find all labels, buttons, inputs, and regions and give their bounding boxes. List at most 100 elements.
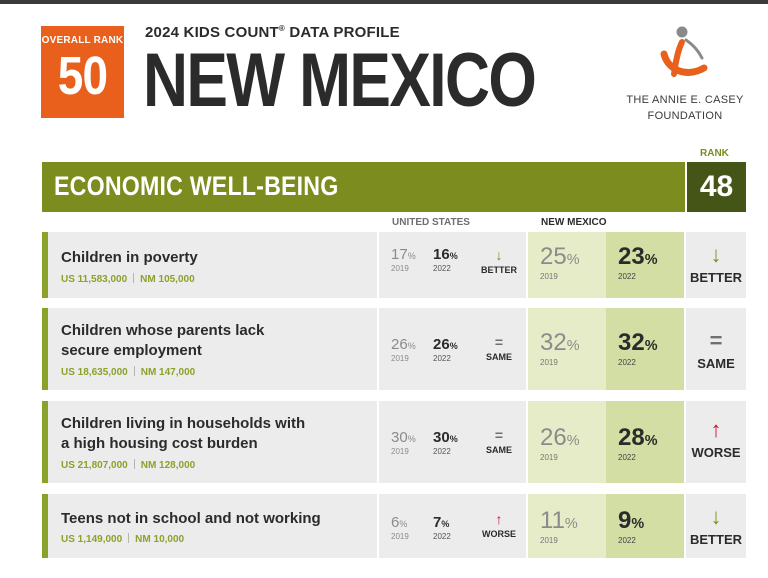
us-value-2022-number: 30: [433, 429, 450, 446]
us-value-2022: 16% 2022: [433, 246, 458, 273]
nm-trend-label: BETTER: [690, 270, 742, 285]
nm-value-2019-cell: 11% 2019: [528, 494, 606, 558]
indicator-row: Children whose parents lack secure employ…: [42, 308, 746, 390]
indicator-counts: US 11,583,000 NM 105,000: [61, 273, 195, 285]
us-value-2019-percent-sign: %: [407, 341, 416, 351]
nm-value-2019-percent: 11%: [540, 507, 578, 535]
us-value-2022: 30% 2022: [433, 429, 458, 456]
nm-trend-arrow-icon: ↓: [710, 504, 722, 529]
nm-value-2022-cell: 23% 2022: [606, 232, 684, 298]
us-trend-arrow-icon: ↓: [495, 247, 503, 263]
us-value-2019-year: 2019: [391, 264, 409, 273]
indicator-title-line: Children whose parents lack: [61, 322, 265, 339]
indicator-title: Children living in households with a high…: [61, 414, 305, 454]
us-values-cell: 6% 2019 7% 2022 ↑ WORSE: [379, 494, 526, 558]
us-value-2022-percent-sign: %: [449, 251, 458, 261]
nm-value-2019-percent: 26%: [540, 424, 580, 452]
nm-value-2022-percent: 23%: [618, 243, 658, 271]
nm-trend-cell: ↓ BETTER: [686, 494, 746, 558]
us-values-cell: 26% 2019 26% 2022 = SAME: [379, 308, 526, 390]
nm-value-2019-year: 2019: [540, 358, 558, 367]
column-header-nm: NEW MEXICO: [541, 217, 607, 228]
indicator-row: Teens not in school and not working US 1,…: [42, 494, 746, 558]
us-value-2019-year: 2019: [391, 532, 409, 541]
nm-count: NM 10,000: [135, 534, 185, 545]
us-value-2022-percent-sign: %: [441, 519, 450, 529]
us-trend-label: SAME: [485, 352, 512, 362]
us-value-2019-percent: 6%: [391, 514, 409, 531]
nm-trend-arrow-icon: =: [709, 328, 723, 353]
indicator-title-line: a high housing cost burden: [61, 435, 258, 452]
nm-count: NM 128,000: [140, 460, 196, 471]
us-count: US 11,583,000: [61, 274, 128, 285]
nm-value-2022: 28% 2022: [618, 424, 658, 462]
indicator-counts: US 1,149,000 NM 10,000: [61, 533, 184, 545]
nm-trend-cell: ↑ WORSE: [686, 401, 746, 483]
indicator-counts: US 18,635,000 NM 147,000: [61, 366, 195, 378]
us-value-2019-percent-sign: %: [399, 519, 408, 529]
us-trend: ↓ BETTER: [477, 248, 521, 275]
column-header-us: UNITED STATES: [392, 217, 470, 228]
row-accent-bar: [42, 232, 48, 298]
nm-value-2019-percent: 32%: [540, 329, 580, 357]
us-value-2022-percent: 30%: [433, 429, 458, 446]
profile-subtitle: 2024 KIDS COUNT® DATA PROFILE: [145, 24, 400, 41]
indicator-title-line: Children living in households with: [61, 415, 306, 432]
indicator-row: Children living in households with a high…: [42, 401, 746, 483]
nm-value-2022-number: 28: [618, 424, 645, 451]
us-value-2019-number: 26: [391, 336, 408, 353]
indicator-row: Children in poverty US 11,583,000 NM 105,0…: [42, 232, 746, 298]
nm-value-2022-cell: 28% 2022: [606, 401, 684, 483]
us-value-2022-number: 16: [433, 246, 450, 263]
casey-foundation-logo-icon: [660, 26, 708, 77]
nm-count: NM 105,000: [140, 274, 195, 285]
us-trend-label: WORSE: [481, 529, 516, 539]
nm-trend: ↑ WORSE: [686, 401, 746, 461]
us-value-2022-year: 2022: [433, 447, 451, 456]
indicator-label-cell: Children whose parents lack secure employ…: [48, 308, 377, 390]
us-trend-arrow-icon: =: [494, 427, 504, 443]
nm-value-2022-number: 23: [618, 243, 645, 270]
nm-value-2022-percent: 28%: [618, 424, 658, 452]
us-value-2019-percent: 26%: [391, 336, 416, 353]
nm-value-2019-cell: 25% 2019: [528, 232, 606, 298]
overall-rank-badge: OVERALL RANK 50: [41, 26, 124, 118]
nm-value-2019-percent-sign: %: [564, 516, 578, 532]
nm-trend-label: BETTER: [690, 532, 742, 547]
top-border: [0, 0, 768, 4]
nm-value-2022: 9% 2022: [618, 507, 644, 545]
us-value-2019: 6% 2019: [391, 514, 409, 541]
nm-value-2022-percent: 9%: [618, 507, 644, 535]
count-divider: [128, 533, 130, 543]
us-value-2022-percent-sign: %: [449, 434, 458, 444]
us-trend-label: BETTER: [481, 265, 517, 275]
count-divider: [133, 459, 135, 469]
indicator-title: Teens not in school and not working: [61, 509, 321, 529]
nm-value-2022-percent-sign: %: [644, 338, 658, 354]
section-rank-label: RANK: [700, 148, 729, 159]
us-values-cell: 17% 2019 16% 2022 ↓ BETTER: [379, 232, 526, 298]
us-value-2022: 26% 2022: [433, 336, 458, 363]
nm-value-2022-number: 9: [618, 507, 632, 534]
us-value-2022-number: 26: [433, 336, 450, 353]
us-value-2022-year: 2022: [433, 264, 451, 273]
indicator-counts: US 21,807,000 NM 128,000: [61, 459, 195, 471]
nm-value-2022-year: 2022: [618, 453, 636, 462]
us-value-2019-number: 6: [391, 514, 400, 531]
us-trend-label: SAME: [485, 445, 512, 455]
nm-trend-arrow-icon: ↑: [710, 417, 722, 442]
nm-value-2019-percent-sign: %: [566, 433, 580, 449]
us-values-cell: 30% 2019 30% 2022 = SAME: [379, 401, 526, 483]
section-rank-value: 48: [687, 162, 746, 212]
us-value-2022-percent: 16%: [433, 246, 458, 263]
nm-value-2019: 11% 2019: [540, 507, 578, 545]
nm-value-2019-percent: 25%: [540, 243, 580, 271]
us-trend-arrow-icon: =: [494, 334, 504, 350]
us-value-2019-year: 2019: [391, 447, 409, 456]
nm-value-2019-year: 2019: [540, 272, 558, 281]
nm-value-2019-number: 32: [540, 329, 567, 356]
us-trend: ↑ WORSE: [477, 512, 521, 539]
nm-trend: = SAME: [686, 308, 746, 372]
nm-value-2022-year: 2022: [618, 272, 636, 281]
row-accent-bar: [42, 401, 48, 483]
